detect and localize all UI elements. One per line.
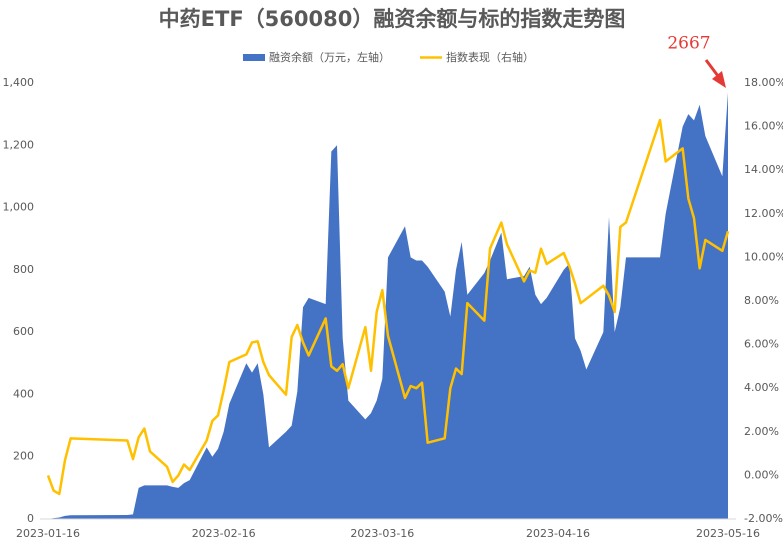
chart-title: 中药ETF（560080）融资余额与标的指数走势图 bbox=[159, 7, 626, 31]
x-tick-label: 2023-01-16 bbox=[16, 527, 80, 540]
y2-tick-label: 10.00% bbox=[744, 250, 783, 263]
y-tick-label: 0 bbox=[27, 512, 34, 525]
legend-label: 指数表现（右轴） bbox=[446, 50, 534, 64]
y2-tick-label: 18.00% bbox=[744, 76, 783, 89]
y2-tick-label: 8.00% bbox=[744, 294, 779, 307]
y2-tick-label: 12.00% bbox=[744, 207, 783, 220]
y2-tick-label: 16.00% bbox=[744, 120, 783, 133]
line bbox=[46, 118, 730, 496]
x-tick-label: 2023-05-16 bbox=[696, 527, 760, 540]
y2-tick-label: 6.00% bbox=[744, 338, 779, 351]
y-tick-label: 800 bbox=[13, 263, 34, 276]
x-tick-label: 2023-04-16 bbox=[526, 527, 590, 540]
y-tick-label: 400 bbox=[13, 387, 34, 400]
y-tick-label: 200 bbox=[13, 450, 34, 463]
area bbox=[48, 92, 728, 519]
legend-swatch bbox=[243, 54, 265, 61]
y2-tick-label: 14.00% bbox=[744, 163, 783, 176]
x-tick-label: 2023-02-16 bbox=[192, 527, 256, 540]
x-tick-label: 2023-03-16 bbox=[350, 527, 414, 540]
y2-tick-label: 2.00% bbox=[744, 425, 779, 438]
y2-tick-label: 4.00% bbox=[744, 381, 779, 394]
annotation-arrow bbox=[704, 59, 720, 77]
annotation-arrowhead bbox=[712, 71, 726, 88]
annotation: 2667 bbox=[667, 34, 710, 54]
y2-tick-label: -2.00% bbox=[744, 512, 783, 525]
y-tick-label: 1,400 bbox=[3, 76, 35, 89]
y-tick-label: 1,200 bbox=[3, 138, 35, 151]
legend-label: 融资余额（万元，左轴） bbox=[269, 50, 390, 64]
y-tick-label: 1,000 bbox=[3, 201, 35, 214]
y2-tick-label: 0.00% bbox=[744, 468, 779, 481]
y-tick-label: 600 bbox=[13, 325, 34, 338]
